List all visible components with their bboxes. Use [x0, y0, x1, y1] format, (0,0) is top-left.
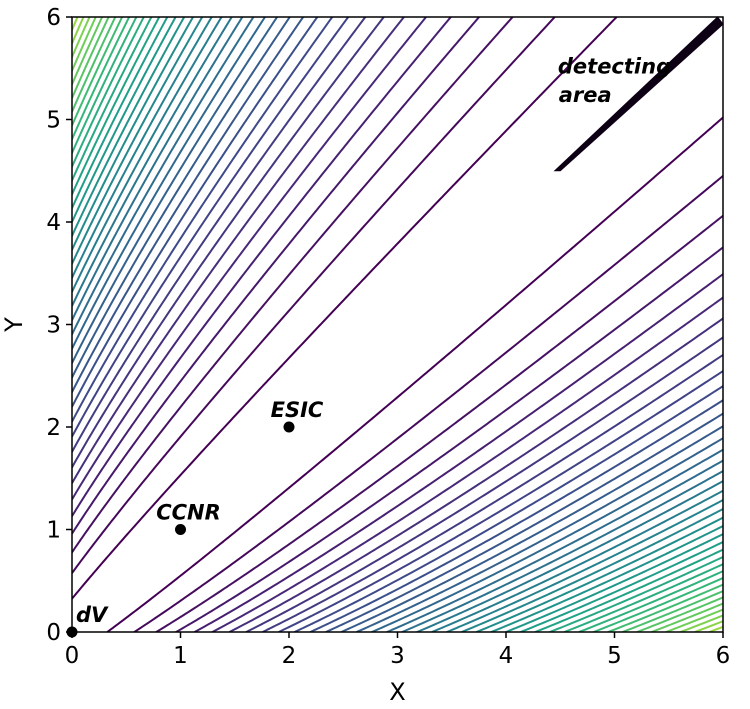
contour-line [72, 17, 723, 632]
detecting-area-label-line2: area [559, 83, 612, 107]
x-tick-label: 4 [499, 643, 514, 669]
point-label: dV [76, 603, 109, 627]
contour-line [72, 17, 723, 632]
marker-points: dV CCNR ESIC [66, 398, 324, 638]
y-tick-label: 4 [46, 210, 61, 236]
y-axis-ticks: 0 1 2 3 4 5 6 [46, 5, 72, 646]
y-tick-label: 6 [46, 5, 61, 31]
contour-line [72, 17, 723, 632]
x-tick-label: 6 [716, 643, 731, 669]
x-tick-label: 5 [607, 643, 622, 669]
y-tick-label: 3 [46, 313, 61, 339]
point-marker [283, 421, 295, 433]
x-tick-label: 0 [65, 643, 80, 669]
y-tick-label: 5 [46, 108, 61, 134]
contour-line [72, 17, 723, 632]
point-marker [175, 524, 186, 535]
point-label: ESIC [271, 398, 324, 422]
contour-line [72, 17, 723, 632]
contour-line [72, 17, 723, 632]
x-tick-label: 3 [390, 643, 405, 669]
x-axis-title: X [389, 678, 405, 706]
contour-line [72, 17, 723, 632]
y-tick-label: 1 [46, 518, 61, 544]
y-axis-title: Y [0, 317, 28, 333]
point-label: CCNR [156, 501, 221, 525]
detecting-area-label-line1: detecting [558, 54, 671, 78]
x-tick-label: 1 [173, 643, 188, 669]
contour-line [72, 17, 723, 632]
point-marker [66, 626, 78, 638]
y-tick-label: 0 [46, 620, 61, 646]
contour-line [72, 17, 723, 632]
contour-line [72, 17, 723, 632]
contour-line [72, 17, 723, 632]
x-tick-label: 2 [282, 643, 297, 669]
contour-line [72, 17, 723, 632]
y-tick-label: 2 [46, 415, 61, 441]
x-axis-ticks: 0 1 2 3 4 5 6 [65, 632, 731, 669]
